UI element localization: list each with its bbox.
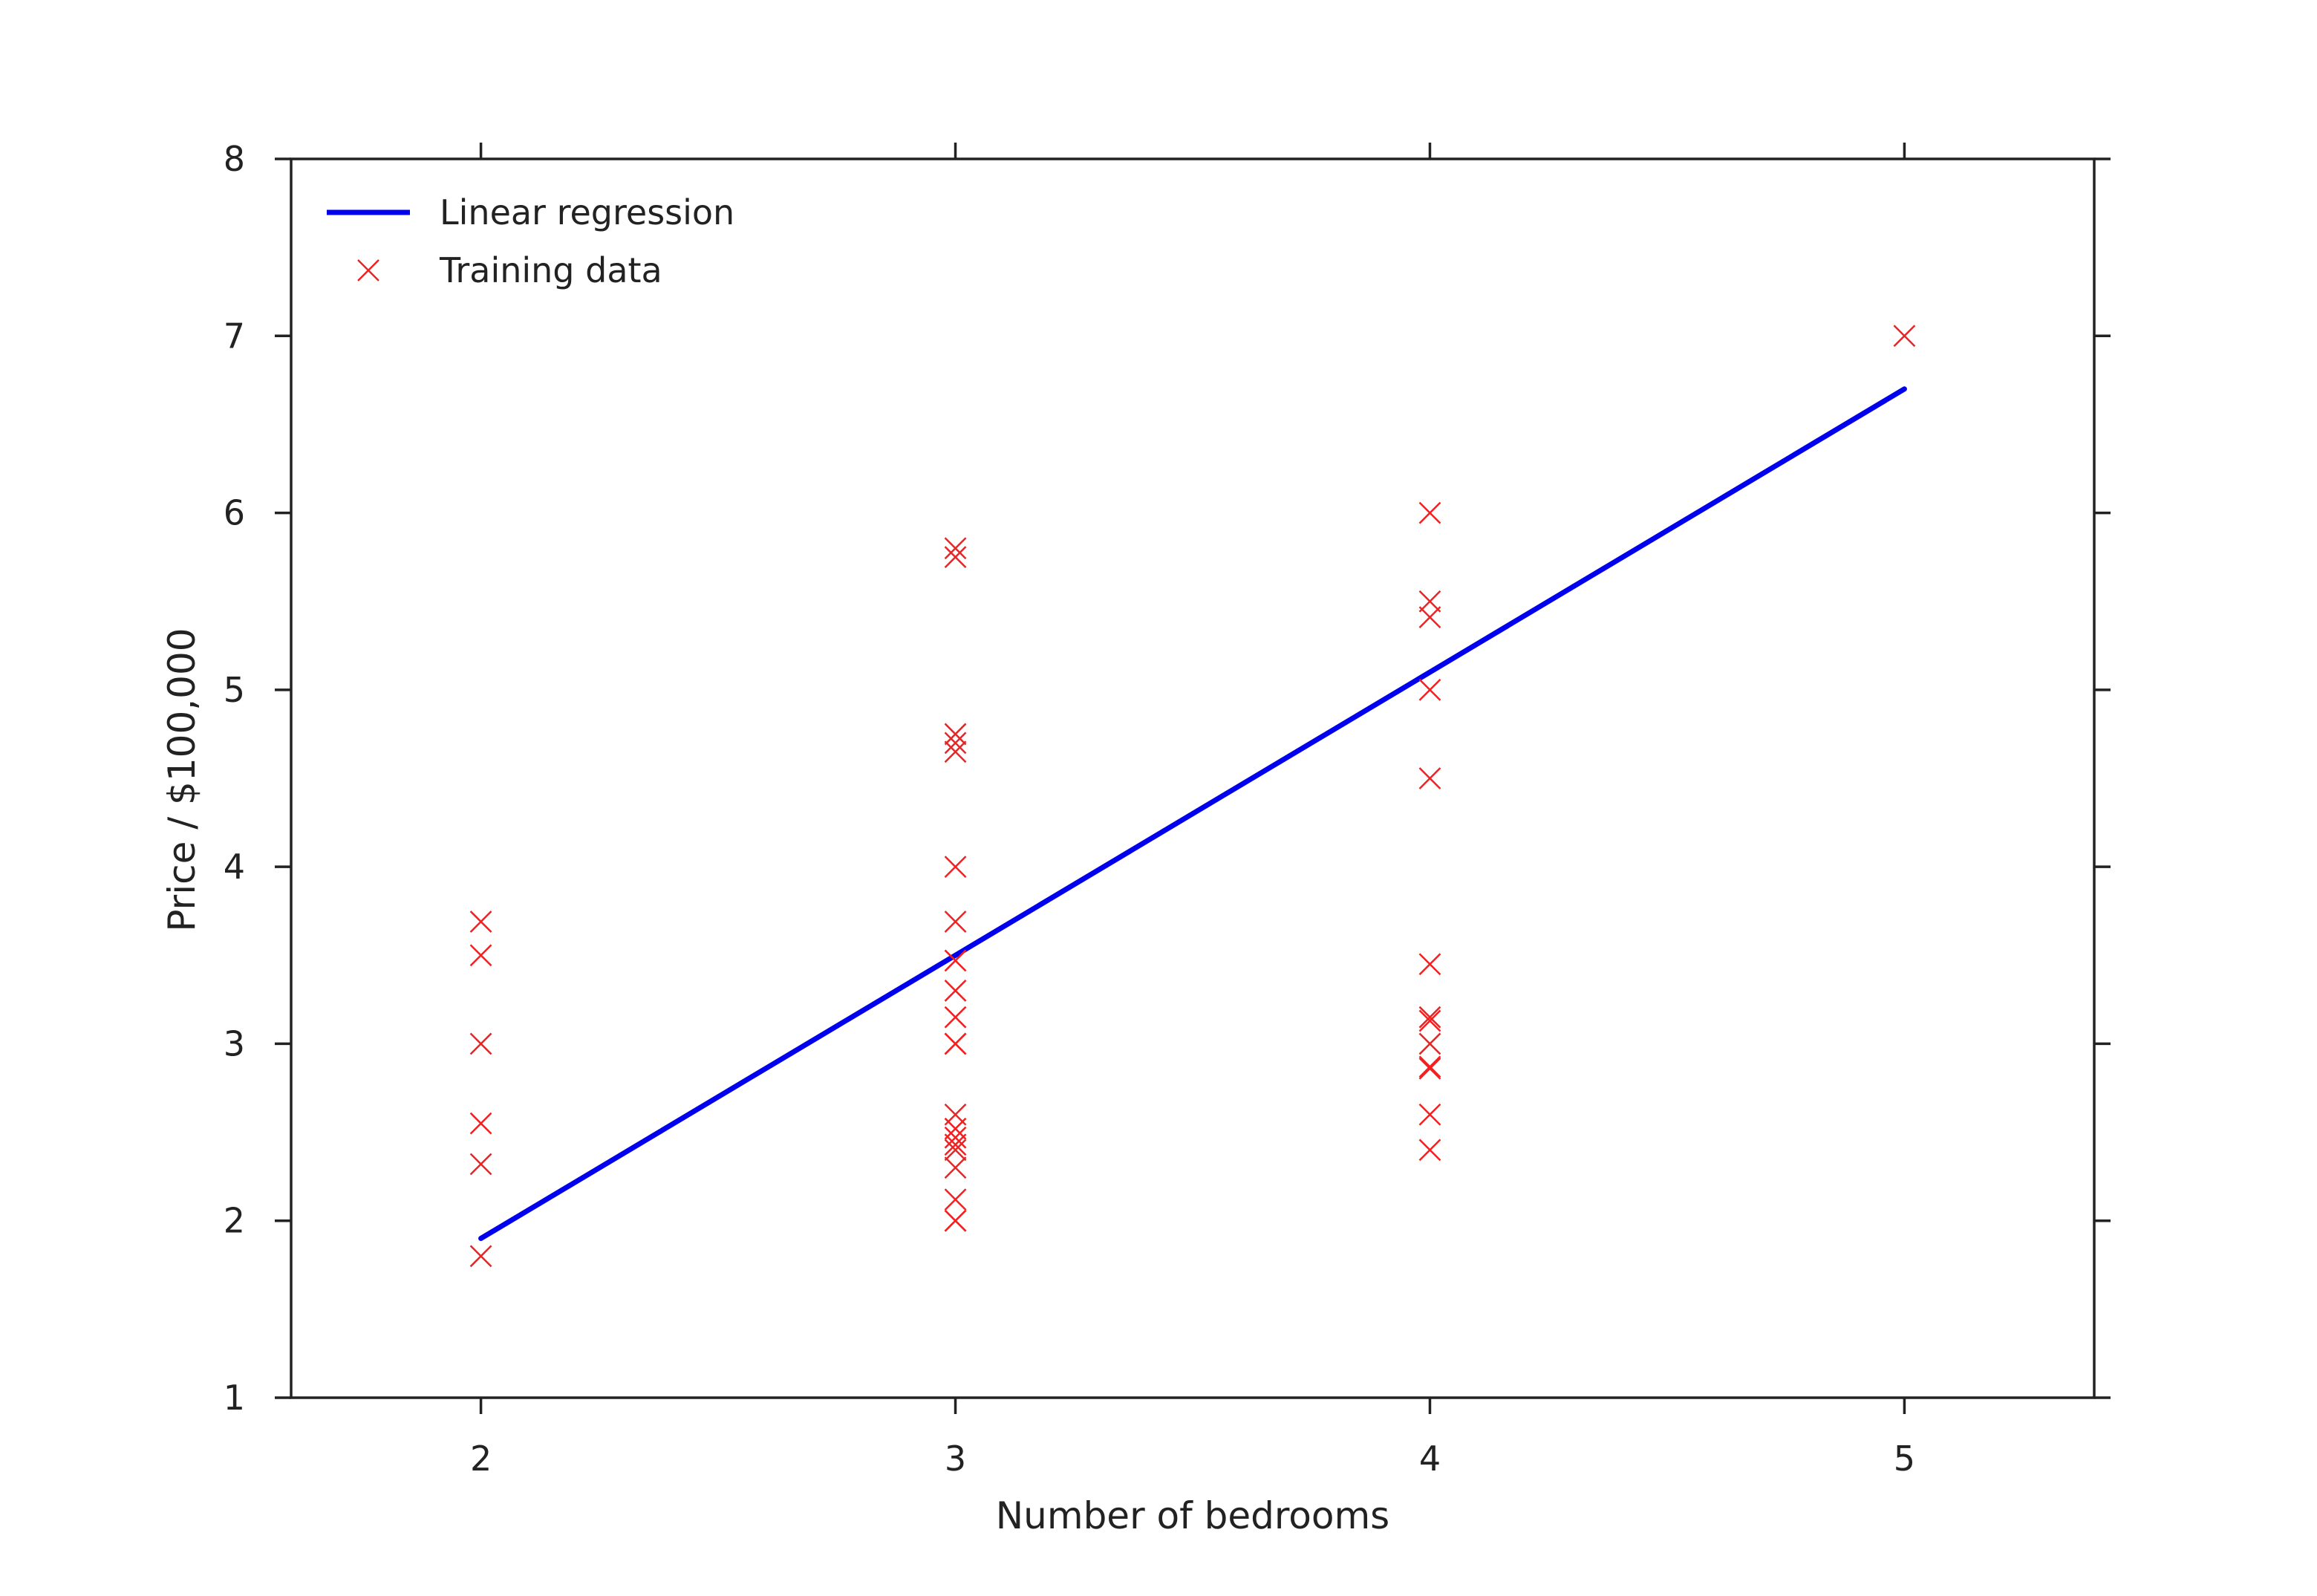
x-tick-label: 4: [1419, 1439, 1441, 1479]
x-axis-label: Number of bedrooms: [996, 1494, 1389, 1537]
training-data-point: [1418, 1006, 1441, 1029]
training-data-point: [944, 1188, 967, 1211]
y-tick-label: 1: [224, 1378, 245, 1418]
training-data-point: [944, 856, 967, 879]
training-data-point: [944, 911, 967, 933]
training-data-point: [944, 1126, 967, 1149]
plot-frame: [290, 157, 2096, 1399]
training-data-point: [1418, 1139, 1441, 1162]
y-tick-label: 5: [224, 670, 245, 710]
x-tick-label: 5: [1894, 1439, 1915, 1479]
training-data-point: [944, 1133, 967, 1156]
training-data-point: [469, 1112, 492, 1135]
training-data-point: [1418, 590, 1441, 613]
legend-label-regression: Linear regression: [440, 192, 734, 232]
axis-ticks: 2 3 4 5 1 2 3 4 5 6 7 8: [224, 139, 2111, 1479]
training-data-point: [1418, 1103, 1441, 1126]
training-data-point: [469, 1153, 492, 1176]
training-data-point: [944, 723, 967, 746]
y-tick-label: 6: [224, 493, 245, 533]
training-data-point: [944, 949, 967, 972]
training-data-point: [469, 1245, 492, 1268]
training-data-point: [944, 1032, 967, 1055]
regression-line: [478, 386, 1907, 1242]
training-data-point: [1893, 325, 1916, 348]
training-data-point: [469, 944, 492, 967]
x-tick-label: 2: [470, 1439, 492, 1479]
x-tick-label: 3: [945, 1439, 966, 1479]
training-data-point: [944, 537, 967, 560]
training-data-point: [1418, 1009, 1441, 1032]
training-data-point: [944, 1156, 967, 1179]
legend: Linear regression Training data: [327, 192, 734, 290]
legend-label-training: Training data: [439, 250, 662, 290]
training-data-point: [1418, 1055, 1441, 1078]
training-data-point: [944, 740, 967, 763]
training-data-point: [944, 546, 967, 569]
training-data-point: [944, 1006, 967, 1029]
training-data-point: [944, 1209, 967, 1232]
y-tick-label: 8: [224, 139, 245, 179]
training-data-point: [944, 1139, 967, 1162]
training-data-point: [1418, 767, 1441, 789]
training-data-point: [469, 911, 492, 933]
training-data-point: [1418, 678, 1441, 701]
data-marks: [469, 325, 1916, 1268]
y-tick-label: 2: [224, 1201, 245, 1241]
y-tick-label: 3: [224, 1023, 245, 1064]
training-data-point: [1418, 606, 1441, 629]
training-data-point: [944, 980, 967, 1002]
training-data-point: [1418, 1057, 1441, 1080]
training-data-point: [469, 1032, 492, 1055]
legend-marker-swatch: [357, 259, 379, 281]
training-data-point: [944, 1117, 967, 1140]
training-data-point: [944, 732, 967, 755]
training-data-point: [1418, 501, 1441, 524]
training-data-point: [1418, 953, 1441, 976]
y-tick-label: 7: [224, 316, 245, 356]
y-tick-label: 4: [224, 847, 245, 887]
y-axis-label: Price / $100,000: [160, 628, 203, 931]
training-data-point: [1418, 1032, 1441, 1055]
